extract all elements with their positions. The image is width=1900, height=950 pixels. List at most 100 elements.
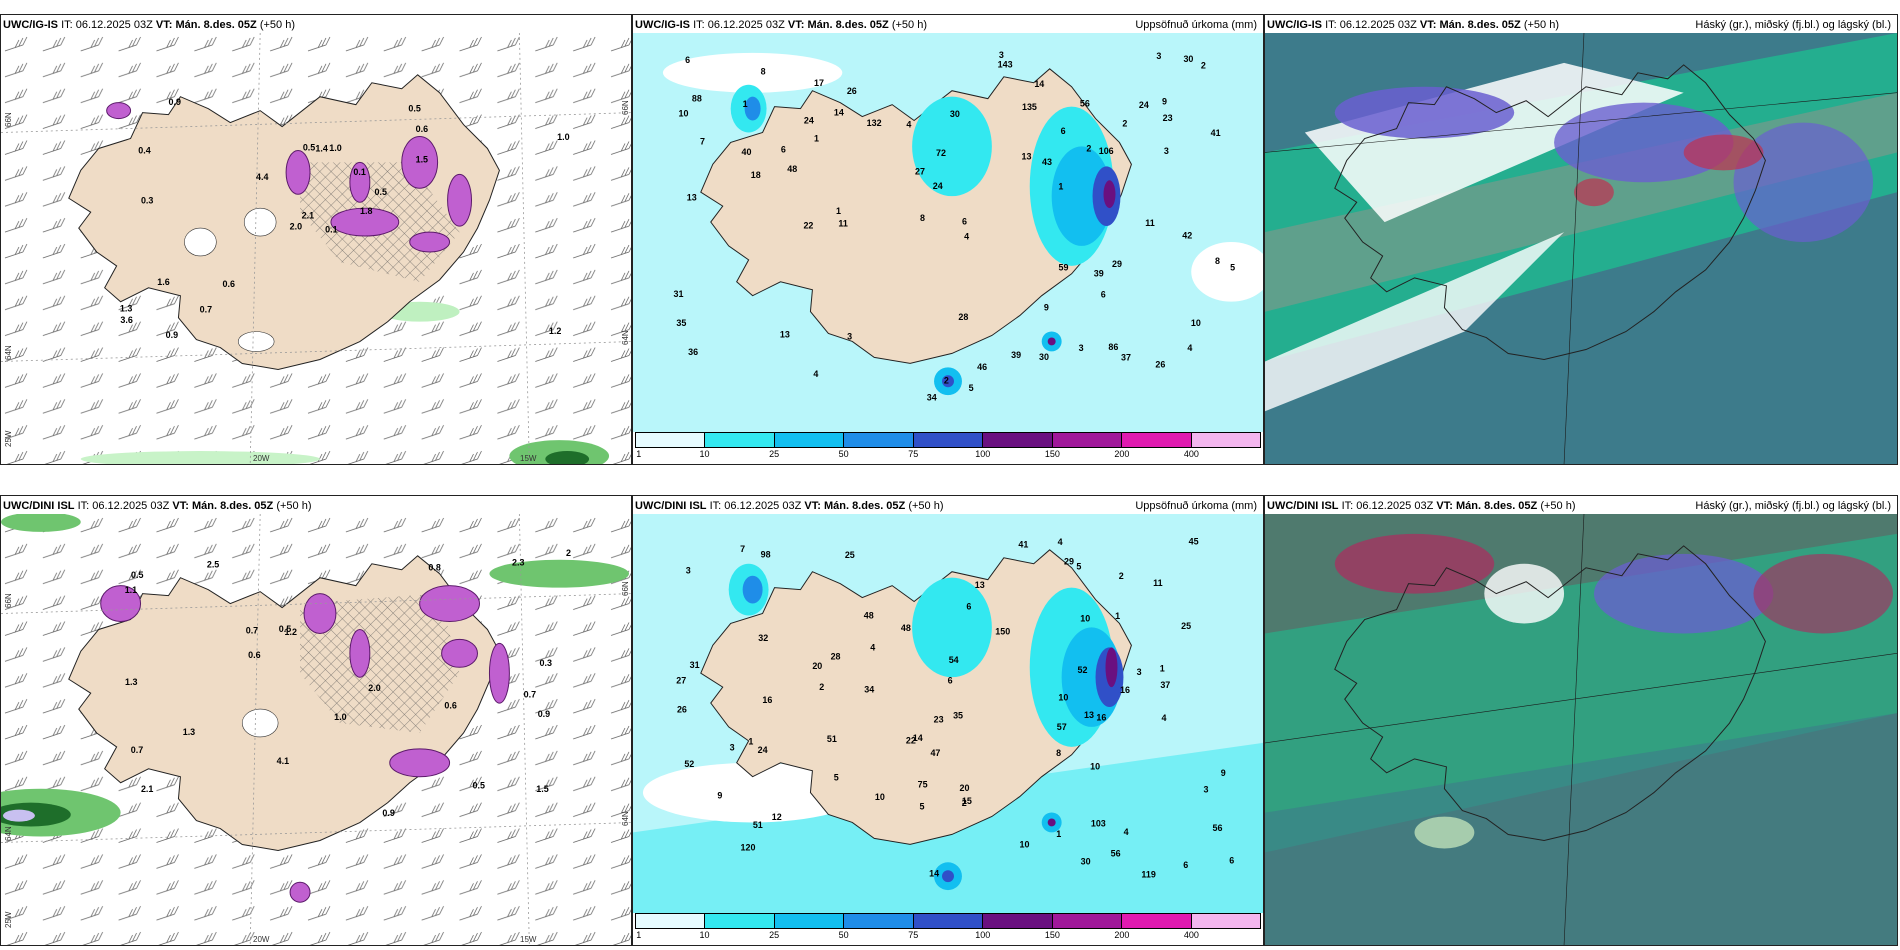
value-label: 1.1 — [125, 585, 137, 595]
value-label: 1.2 — [285, 627, 297, 637]
colorbar-label: 75 — [908, 930, 919, 940]
value-label: 0.5 — [375, 187, 387, 197]
value-label: 2 — [944, 375, 949, 385]
value-label: 23 — [934, 715, 944, 725]
value-label: 45 — [1189, 537, 1199, 547]
value-label: 5 — [919, 801, 924, 811]
value-label: 3.6 — [120, 315, 132, 325]
value-label: 10 — [1019, 840, 1029, 850]
lat-label-64-right: 64N — [621, 330, 630, 345]
value-label: 13 — [1022, 152, 1032, 162]
value-label: 0.9 — [382, 808, 394, 818]
value-label: 2 — [1119, 571, 1124, 581]
lat-label-66-right: 66N — [621, 581, 630, 596]
precip-map: 7 1 1 2 24 34 59 11 9 5 8 14 2 13 13 4 1 4 26 39 37 42 24 28 56 4… — [633, 33, 1263, 432]
value-label: 0.9 — [538, 709, 550, 719]
value-label: 8 — [761, 66, 766, 76]
value-label: 35 — [953, 711, 963, 721]
value-label: 27 — [676, 675, 686, 685]
value-label: 86 — [1108, 342, 1118, 352]
value-label: 0.4 — [138, 145, 150, 155]
value-label: 9 — [1162, 97, 1167, 107]
value-label: 20 — [812, 661, 822, 671]
lat-label-64: 64N — [4, 826, 13, 841]
panel-title: UWC/IG-IS IT: 06.12.2025 03Z VT: Mán. 8.… — [1267, 19, 1559, 31]
value-label: 5 — [834, 772, 839, 782]
colorbar-label: 150 — [1044, 930, 1060, 940]
colorbar-swatch — [705, 914, 775, 928]
value-label: 6 — [1183, 860, 1188, 870]
snow-map: 0.1 0.4 2.1 1.3 0.5 0.6 0.5 1.0 0.6 1.8 0.9 1.2 0.3 1… — [1, 33, 631, 464]
value-label: 2.1 — [302, 211, 314, 221]
value-label: 1.4 — [315, 143, 327, 153]
panel-title: UWC/IG-IS IT: 06.12.2025 03Z VT: Mán. 8.… — [635, 19, 927, 31]
value-label: 0.6 — [416, 124, 428, 134]
value-label: 2.1 — [141, 784, 153, 794]
colorbar-label: 50 — [838, 449, 849, 459]
value-label: 35 — [676, 318, 686, 328]
colorbar-swatch — [705, 433, 775, 447]
value-label: 1.5 — [416, 155, 428, 165]
value-label: 1.5 — [536, 784, 548, 794]
value-label: 0.3 — [539, 658, 551, 668]
value-label: 2.0 — [290, 222, 302, 232]
value-label: 13 — [1084, 710, 1094, 720]
value-label: 31 — [690, 660, 700, 670]
value-label: 0.6 — [444, 701, 456, 711]
colorbar-swatch — [1191, 433, 1260, 447]
value-label: 39 — [1094, 269, 1104, 279]
value-label: 2 — [962, 798, 967, 808]
lon-label-25w: 25W — [4, 911, 13, 928]
value-label: 0.6 — [248, 650, 260, 660]
value-label: 54 — [949, 655, 959, 665]
value-label: 11 — [1145, 218, 1154, 228]
colorbar-label: 75 — [908, 449, 919, 459]
value-label: 6 — [781, 145, 786, 155]
lon-label-25w: 25W — [4, 430, 13, 447]
colorbar-swatch — [844, 433, 914, 447]
value-label: 57 — [1057, 722, 1067, 732]
value-label: 3 — [847, 332, 852, 342]
value-label: 4 — [870, 643, 875, 653]
value-label: 3 — [1164, 146, 1169, 156]
value-label: 29 — [1112, 259, 1122, 269]
value-label: 2.3 — [512, 558, 524, 568]
value-label: 26 — [677, 705, 687, 715]
value-label: 48 — [864, 610, 874, 620]
value-label: 48 — [787, 164, 797, 174]
value-label: 30 — [950, 109, 960, 119]
value-label: 8 — [1215, 256, 1220, 266]
value-label: 2 — [1201, 61, 1206, 71]
value-label: 24 — [933, 181, 943, 191]
value-label: 13 — [780, 329, 790, 339]
value-label: 16 — [1120, 685, 1130, 695]
value-label: 4 — [1124, 827, 1129, 837]
value-label: 0.5 — [131, 570, 143, 580]
colorbar-swatch — [636, 433, 706, 447]
value-label: 30 — [1081, 856, 1091, 866]
value-label: 1.0 — [334, 712, 346, 722]
value-label: 6 — [685, 55, 690, 65]
colorbar-label: 50 — [838, 930, 849, 940]
colorbar-label: 10 — [699, 449, 710, 459]
value-label: 6 — [962, 217, 967, 227]
value-label: 9 — [1221, 768, 1226, 778]
value-label: 1 — [1058, 182, 1063, 192]
value-label: 3 — [999, 50, 1004, 60]
value-label: 4 — [1187, 343, 1192, 353]
value-label: 6 — [1229, 855, 1234, 865]
value-label: 0.8 — [428, 563, 440, 573]
precip-map: 8 9 3 3 1 1 1 54 56 56 13 57 52 10 5 6 11 3 2 48 47 26 52 29 37 5… — [633, 514, 1263, 913]
value-label: 14 — [913, 733, 923, 743]
value-label: 0.9 — [166, 330, 178, 340]
value-label: 13 — [687, 192, 697, 202]
value-label: 72 — [936, 148, 946, 158]
value-label: 24 — [804, 116, 814, 126]
colorbar-swatch — [983, 914, 1053, 928]
lat-label-64: 64N — [4, 345, 13, 360]
value-label: 0.7 — [524, 689, 536, 699]
value-label: 0.3 — [141, 195, 153, 205]
value-label: 22 — [906, 736, 916, 746]
value-label: 2 — [566, 548, 571, 558]
panel-dini-snow: UWC/DINI ISL IT: 06.12.2025 03Z VT: Mán.… — [0, 495, 632, 946]
